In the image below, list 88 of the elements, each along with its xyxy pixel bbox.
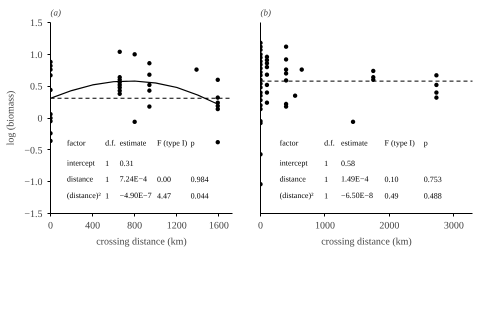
annotation: 1.49E−4	[341, 174, 368, 184]
annotation: intercept	[280, 158, 308, 168]
annotation: intercept	[66, 158, 96, 168]
y-tick-label: 1.0	[30, 50, 42, 61]
point	[147, 72, 152, 77]
annotation: 0.00	[156, 175, 171, 184]
annotation: (distance)²	[66, 190, 102, 200]
x-tick-label: 1200	[166, 220, 187, 232]
annotation: 1	[105, 158, 110, 168]
annotation: 0.10	[384, 175, 399, 184]
point	[284, 67, 288, 72]
point	[132, 120, 137, 124]
annotation: distance	[280, 174, 306, 184]
point	[292, 94, 298, 98]
annotation: p	[424, 138, 428, 148]
annotation: 1	[324, 158, 328, 168]
annotation: 7.24E−4	[120, 174, 148, 184]
annotation: 0.488	[424, 191, 442, 200]
point	[132, 52, 137, 57]
point	[371, 68, 376, 74]
annotation: 0.31	[120, 158, 134, 168]
chart-title: (a)	[50, 8, 61, 18]
y-tick-label: 1.5	[30, 18, 42, 29]
annotation: 0.753	[424, 175, 442, 184]
point	[216, 95, 220, 100]
point	[264, 90, 270, 95]
annotation: estimate	[120, 138, 147, 148]
x-tick-label: 0	[48, 220, 53, 232]
annotation: 0.984	[190, 175, 209, 184]
point	[118, 92, 122, 96]
x-tick-label: 3000	[444, 220, 464, 232]
point	[194, 67, 199, 72]
annotation: d.f.	[105, 138, 116, 148]
annotation: 1	[324, 191, 328, 200]
x-tick-label: 1000	[314, 220, 335, 232]
x-tick-label: 400	[85, 220, 100, 232]
point	[147, 82, 152, 88]
annotation: 0.49	[384, 191, 399, 200]
annotation: 0.58	[341, 158, 356, 168]
x-tick-label: 2000	[379, 220, 400, 232]
y-tick-label: 0	[38, 114, 42, 124]
point	[264, 64, 270, 70]
point	[300, 67, 304, 72]
point	[284, 44, 288, 49]
point	[434, 73, 439, 78]
annotation: 1	[105, 175, 110, 184]
point	[434, 82, 439, 88]
point	[147, 104, 152, 109]
point	[284, 57, 288, 62]
annotation: 0.044	[190, 191, 209, 200]
point	[264, 82, 270, 88]
x-axis-title: crossing distance (km)	[96, 236, 187, 248]
x-tick-label: 1600	[208, 220, 229, 232]
point	[284, 71, 288, 76]
annotation: p	[190, 138, 195, 148]
annotation: estimate	[341, 138, 368, 148]
annotation: F (type I)	[156, 138, 188, 148]
point	[147, 88, 152, 93]
annotation: −6.50E−8	[341, 190, 373, 200]
point	[434, 95, 439, 100]
x-tick-label: 800	[127, 220, 142, 232]
chart-title: (b)	[260, 8, 271, 18]
annotation: −4.90E−7	[120, 190, 152, 200]
y-tick-label: −1.5	[24, 209, 42, 220]
y-tick-label: −1.0	[24, 177, 42, 188]
y-tick-label: 0.5	[30, 82, 42, 93]
x-tick-label: 0	[258, 220, 263, 232]
point	[264, 72, 270, 77]
annotation: 1	[105, 191, 110, 200]
point	[264, 61, 270, 66]
annotation: (distance)²	[280, 190, 314, 200]
annotation: d.f.	[324, 138, 335, 148]
y-tick-label: −0.5	[24, 145, 42, 156]
annotation: 4.47	[156, 191, 171, 200]
x-axis-title: crossing distance (km)	[321, 236, 412, 248]
annotation: distance	[66, 174, 94, 184]
annotation: factor	[66, 138, 86, 148]
annotation: F (type I)	[384, 138, 416, 148]
annotation: 1	[324, 175, 328, 184]
point	[216, 140, 220, 144]
point	[264, 100, 270, 105]
point	[350, 120, 356, 124]
point	[147, 61, 152, 66]
point	[216, 78, 220, 82]
point	[118, 50, 122, 54]
y-axis-title: log (biomass)	[5, 90, 16, 146]
point	[434, 90, 439, 95]
annotation: factor	[280, 138, 299, 148]
